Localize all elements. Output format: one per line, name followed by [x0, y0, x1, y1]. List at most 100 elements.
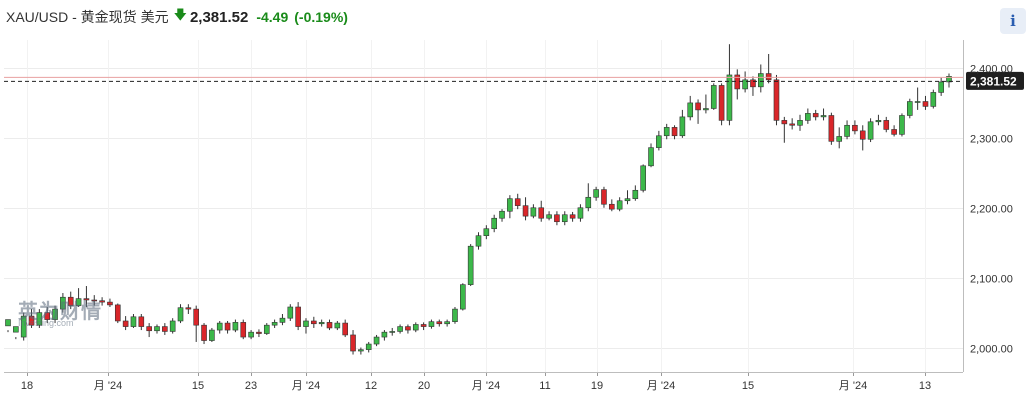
candle-body-down	[718, 85, 725, 121]
candle-body-down	[185, 307, 192, 310]
candle-body-down	[522, 205, 529, 217]
candle-body-up	[263, 324, 270, 334]
candle	[75, 288, 82, 307]
candle-body-down	[569, 214, 576, 219]
candle-body-up	[60, 296, 66, 310]
candle	[663, 123, 670, 140]
candle	[475, 232, 482, 250]
candle-body-down	[695, 102, 701, 111]
candle-body-up	[679, 116, 686, 137]
candle-body-up	[232, 322, 239, 331]
candle	[648, 143, 654, 168]
candle	[899, 113, 905, 137]
info-icon[interactable]: i	[1000, 8, 1026, 34]
candle	[91, 295, 98, 306]
candle-body-down	[883, 120, 890, 130]
candle-body-down	[538, 207, 545, 219]
candle	[601, 186, 607, 208]
candle	[334, 320, 341, 331]
candle-body-up	[836, 136, 843, 142]
candle-body-up	[757, 73, 764, 88]
candle	[546, 211, 552, 221]
candle-body-down	[859, 130, 866, 140]
candle	[420, 322, 427, 331]
candle-body-up	[624, 198, 631, 202]
candle	[946, 73, 952, 88]
candle	[169, 318, 176, 334]
candle-body-up	[412, 324, 419, 331]
candle	[906, 98, 913, 119]
candle-body-up	[303, 320, 309, 327]
candle	[789, 118, 795, 130]
candle-body-down	[734, 74, 741, 90]
candle	[499, 209, 505, 222]
candle	[311, 316, 317, 328]
candle	[44, 306, 51, 324]
candle-body-up	[358, 349, 364, 352]
candle-body-up	[248, 331, 254, 338]
x-tick-label: 23	[245, 380, 257, 392]
candle-body-down	[405, 326, 411, 331]
candle	[162, 323, 168, 335]
candle	[381, 330, 388, 341]
candle	[491, 214, 497, 233]
candle-body-down	[224, 322, 231, 331]
candle	[263, 323, 270, 335]
candle-body-down	[781, 120, 788, 125]
candle-body-down	[671, 127, 678, 137]
candle-body-down	[67, 296, 74, 306]
candle	[350, 330, 356, 355]
candle	[373, 334, 380, 347]
candle	[679, 109, 686, 138]
candle	[820, 108, 827, 121]
candle	[107, 298, 113, 307]
candle	[248, 330, 254, 340]
candle-body-up	[279, 317, 286, 323]
candle-body-down	[138, 316, 145, 327]
candle	[609, 199, 615, 212]
candle-body-down	[765, 73, 772, 81]
candle-body-up	[530, 207, 537, 217]
candle	[742, 71, 748, 93]
candle-body-down	[99, 300, 105, 303]
candle-body-up	[726, 74, 733, 121]
candle-body-down	[436, 321, 443, 325]
candle	[256, 329, 262, 338]
candle	[405, 324, 411, 334]
candle-body-up	[906, 101, 913, 116]
candle-body-up	[593, 189, 599, 198]
x-tick-label: 月 '24	[647, 380, 675, 392]
candle-body-up	[130, 316, 137, 327]
candle-body-down	[852, 124, 858, 132]
candle-body-down	[146, 326, 152, 332]
candle	[193, 305, 199, 342]
candle	[444, 319, 450, 327]
candle	[671, 125, 678, 140]
candle-body-down	[789, 123, 795, 126]
candle	[436, 319, 443, 327]
candle-body-up	[805, 113, 811, 121]
candle	[154, 324, 160, 334]
candle-body-up	[381, 331, 388, 338]
quote-header: XAU/USD - 黄金现货 美元 🡇 2,381.52 -4.49 (-0.1…	[6, 6, 348, 28]
candle-body-down	[514, 198, 521, 206]
candle	[20, 312, 27, 341]
candle	[358, 347, 364, 355]
candle-body-up	[663, 127, 670, 137]
candle-body-down	[83, 298, 90, 301]
candle	[99, 297, 105, 306]
y-tick-label: 2,100.00	[970, 274, 1013, 286]
current-price-label: 2,381.52	[970, 74, 1017, 88]
candle	[561, 211, 568, 226]
candle	[514, 193, 521, 210]
candle-body-up	[177, 307, 184, 322]
x-tick-label: 13	[919, 380, 931, 392]
candle-body-up	[373, 336, 380, 345]
candle-body-up	[820, 115, 827, 118]
candle	[828, 112, 835, 145]
candle	[122, 316, 129, 331]
candle	[146, 323, 152, 338]
candle	[318, 319, 325, 327]
y-tick-label: 2,000.00	[970, 344, 1013, 356]
